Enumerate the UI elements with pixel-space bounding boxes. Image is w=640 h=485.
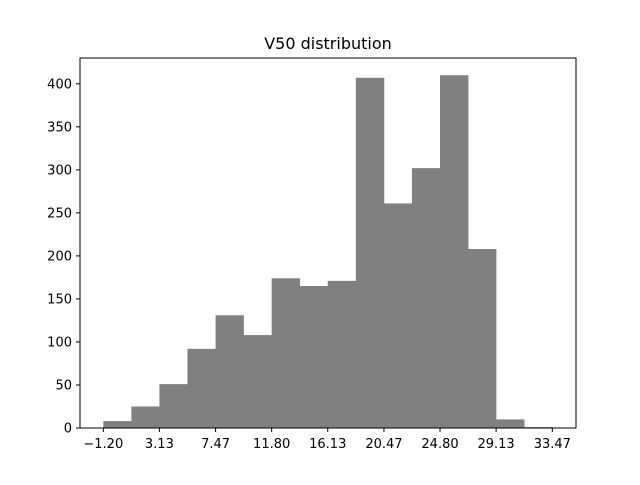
x-tick-label: 24.80 (421, 437, 458, 452)
histogram-bar (355, 77, 385, 428)
y-tick-label: 250 (47, 206, 72, 221)
y-tick-label: 400 (47, 77, 72, 92)
histogram-bar (299, 286, 329, 428)
x-tick-label: 16.13 (309, 437, 346, 452)
chart-title: V50 distribution (264, 34, 392, 53)
x-tick-label: 11.80 (253, 437, 290, 452)
histogram-bar (271, 278, 301, 428)
bars-group (103, 75, 553, 429)
histogram-bar (440, 75, 469, 429)
x-axis: −1.20 3.13 7.47 11.80 16.13 20.47 24.80 29.13 33… (83, 428, 571, 452)
x-tick-label: −1.20 (83, 437, 123, 452)
x-tick-label: 29.13 (477, 437, 514, 452)
histogram-bar (496, 419, 525, 428)
x-tick-label: 20.47 (365, 437, 402, 452)
y-tick-label: 0 (64, 422, 72, 437)
y-axis: 0 50 100 150 200 250 300 350 400 (47, 77, 80, 437)
histogram-bar (327, 280, 357, 428)
x-tick-label: 33.47 (534, 437, 571, 452)
y-tick-label: 300 (47, 163, 72, 178)
x-tick-label: 7.47 (201, 437, 230, 452)
histogram-bar (103, 421, 132, 428)
histogram-bar (215, 315, 244, 428)
x-tick-label: 3.13 (145, 437, 174, 452)
histogram-bar (411, 168, 441, 428)
plot-frame (79, 57, 577, 429)
y-tick-label: 350 (47, 120, 72, 135)
y-tick-label: 100 (47, 335, 72, 350)
histogram-bar (131, 406, 160, 428)
histogram-bar (159, 384, 188, 428)
histogram-bar (243, 335, 272, 428)
y-tick-label: 50 (55, 378, 72, 393)
y-tick-label: 200 (47, 249, 72, 264)
histogram-bar (383, 203, 413, 428)
histogram-bar (187, 348, 216, 428)
histogram-bar (468, 249, 497, 428)
y-tick-label: 150 (47, 292, 72, 307)
